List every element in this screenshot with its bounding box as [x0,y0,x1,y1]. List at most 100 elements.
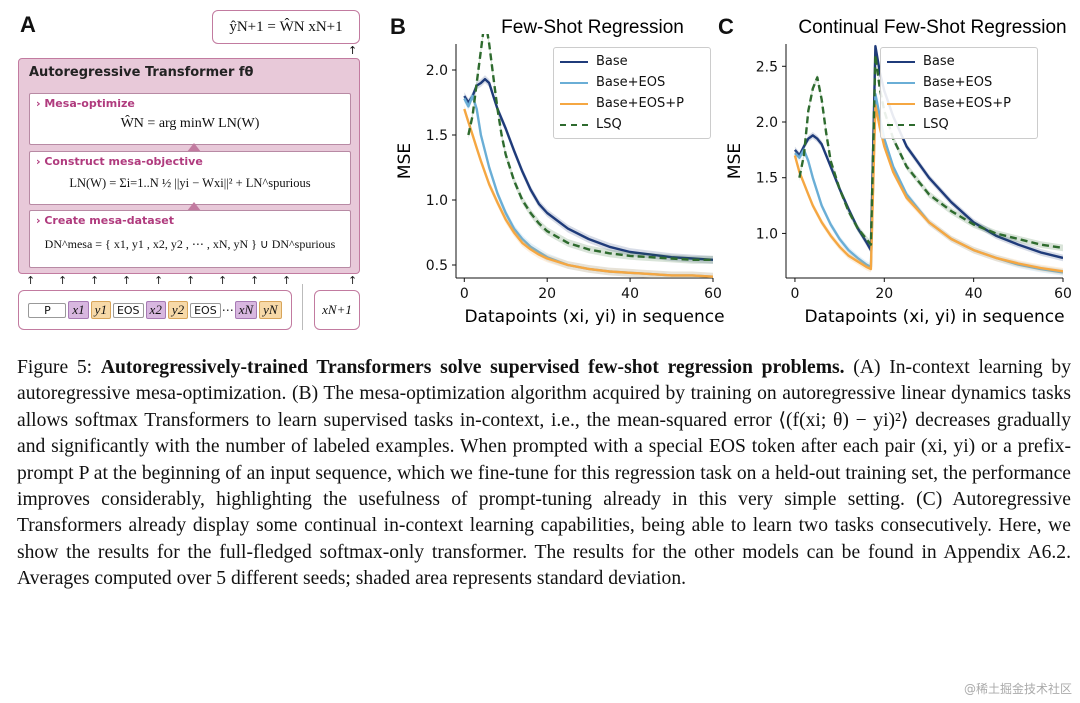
panel-c-letter: C [718,14,734,39]
caption-label: Figure 5: [17,357,101,378]
up-arrow-icon: ↑ [26,274,36,287]
chart-title: Continual Few-Shot Regression [798,17,1066,38]
chart-continual-few-shot: Continual Few-Shot Regression 1.0 1.5 2.0 2.… [725,17,1072,325]
y-token: y1 [90,301,111,319]
chart-title: Few-Shot Regression [501,17,684,38]
mesa-dataset-box: › Create mesa-dataset DN^mesa = { x1, y1… [29,210,351,268]
legend-label: Base [923,54,955,69]
query-token: xN+1 [314,290,360,330]
legend-item: Base+EOS [554,72,710,93]
mesa-objective-equation: LN(W) = Σi=1..N ½ ||yi − Wxi||² + LN^spu… [69,176,311,190]
legend-item: Base+EOS [881,72,1037,93]
x-axis-label: Datapoints (xi, yi) in sequence [804,307,1064,325]
flow-arrow-icon [187,143,201,152]
legend-swatch [887,60,915,63]
legend: Base Base+EOS Base+EOS+P LSQ [880,47,1038,139]
y-tick-label: 1.5 [426,128,448,144]
caption-bold: Autoregressively-trained Transformers so… [100,357,845,378]
legend-swatch [887,102,915,105]
flow-arrow-icon [187,202,201,211]
up-arrow-icon: ↑ [90,274,100,287]
up-arrow-icon: ↑ [348,44,358,57]
x-token: x2 [145,301,166,319]
x-token: x1 [68,301,89,319]
series-line [793,104,1063,273]
legend-label: Base+EOS [596,75,666,90]
mesa-optimize-equation: ŴN = arg minW LN(W) [120,116,260,131]
up-arrow-icon: ↑ [58,274,68,287]
legend: Base Base+EOS Base+EOS+P LSQ [553,47,711,139]
x-tick-label: 60 [704,286,722,302]
mesa-optimize-box: › Mesa-optimize ŴN = arg minW LN(W) [29,93,351,145]
up-arrow-icon: ↑ [154,274,164,287]
legend-item: LSQ [881,114,1037,135]
y-tick-label: 1.5 [756,171,778,187]
y-axis-label: MSE [395,143,415,179]
up-arrow-icon: ↑ [348,274,358,287]
mesa-dataset-equation: DN^mesa = { x1, y1 , x2, y2 , ⋯ , xN, yN… [44,237,336,251]
mesa-optimize-title: › Mesa-optimize [36,97,135,110]
y-token: yN [259,301,282,319]
y-token: y2 [167,301,189,319]
y-tick-label: 2.0 [426,63,448,79]
legend-item: LSQ [554,114,710,135]
ellipsis: ⋯ [221,303,234,317]
up-arrow-icon: ↑ [282,274,292,287]
legend-swatch [887,123,915,126]
legend-label: Base [596,54,628,69]
x-tick-label: 40 [621,286,639,302]
legend-swatch [560,60,588,63]
up-arrow-icon: ↑ [122,274,132,287]
panel-a-letter: A [20,12,36,37]
eos-token: EOS [190,302,221,318]
x-token: xN [234,301,258,319]
input-arrows: ↑ ↑ ↑ ↑ ↑ ↑ ↑ ↑ ↑ ↑ [18,274,358,288]
legend-label: Base+EOS+P [923,96,1011,111]
x-axis-label: Datapoints (xi, yi) in sequence [464,307,724,325]
x-tick-label: 40 [965,286,983,302]
panel-b-letter: B [390,14,406,39]
up-arrow-icon: ↑ [250,274,260,287]
transformer-title: Autoregressive Transformer fθ [29,65,254,80]
mesa-objective-title: › Construct mesa-objective [36,155,203,168]
series-line [463,108,713,278]
figure-caption: Figure 5: Autoregressively-trained Trans… [17,355,1071,593]
y-axis-label: MSE [725,143,745,179]
legend-item: Base+EOS+P [554,93,710,114]
eos-token: EOS [112,302,144,318]
up-arrow-icon: ↑ [218,274,228,287]
divider [302,284,303,330]
watermark: @稀土掘金技术社区 [963,682,1072,696]
x-tick-label: 0 [460,286,469,302]
input-sequence: P x1 y1 EOS x2 y2 EOS ⋯ xN yN [18,290,292,330]
y-tick-label: 2.0 [756,115,778,131]
series-line [798,53,1063,250]
legend-label: LSQ [923,117,949,132]
up-arrow-icon: ↑ [186,274,196,287]
legend-swatch [887,81,915,84]
transformer-box: Autoregressive Transformer fθ › Mesa-opt… [18,58,360,274]
legend-label: Base+EOS+P [596,96,684,111]
legend-label: LSQ [596,117,622,132]
x-tick-label: 0 [790,286,799,302]
output-equation: ŷN+1 = ŴN xN+1 [212,10,360,44]
y-tick-label: 1.0 [756,226,778,242]
mesa-dataset-title: › Create mesa-dataset [36,214,174,227]
legend-swatch [560,123,588,126]
x-tick-label: 60 [1054,286,1072,302]
caption-body: (A) In-context learning by autoregressiv… [17,357,1071,590]
legend-item: Base+EOS+P [881,93,1037,114]
mesa-objective-box: › Construct mesa-objective LN(W) = Σi=1.… [29,151,351,205]
legend-swatch [560,102,588,105]
legend-label: Base+EOS [923,75,993,90]
y-tick-label: 0.5 [426,258,448,274]
prompt-token: P [28,302,67,318]
y-tick-label: 1.0 [426,193,448,209]
legend-item: Base [881,51,1037,72]
series-line [463,77,713,261]
legend-swatch [560,81,588,84]
y-tick-label: 2.5 [756,59,778,75]
x-tick-label: 20 [538,286,556,302]
legend-item: Base [554,51,710,72]
x-tick-label: 20 [875,286,893,302]
